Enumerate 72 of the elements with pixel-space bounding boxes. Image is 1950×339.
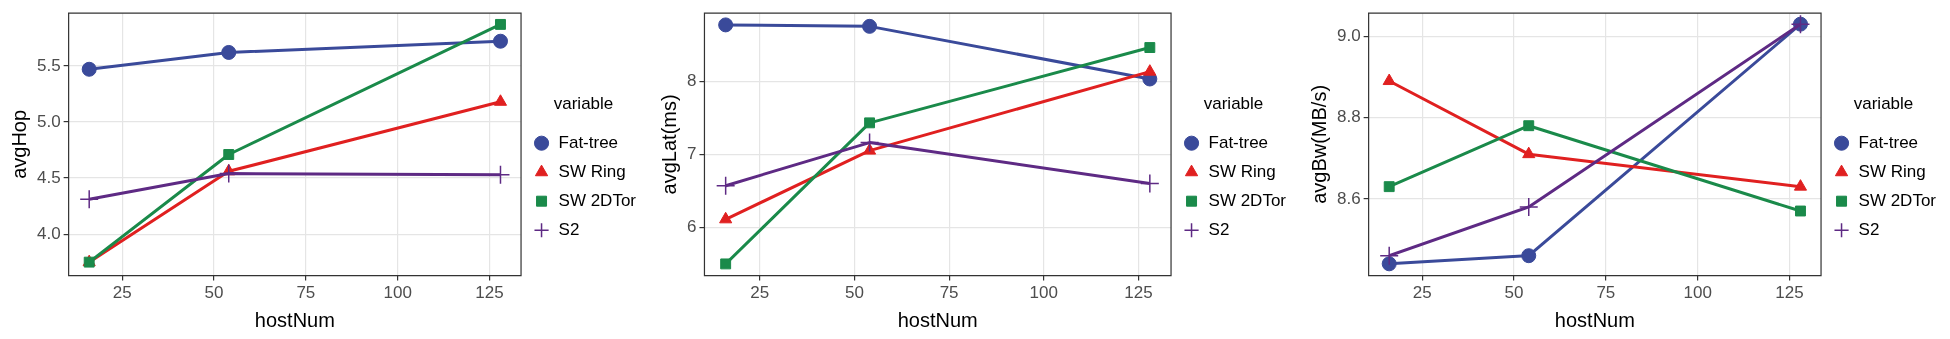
x-axis-title: hostNum — [897, 308, 978, 331]
point — [1521, 248, 1537, 264]
x-tick-label: 100 — [383, 283, 412, 303]
point — [221, 44, 237, 60]
point — [864, 117, 876, 129]
x-tick-label: 100 — [1029, 283, 1058, 303]
y-tick-label: 8.6 — [1336, 188, 1361, 208]
legend-label: SW Ring — [1208, 161, 1276, 181]
point — [492, 33, 508, 49]
y-tick-label: 4.5 — [36, 167, 61, 187]
point — [862, 18, 878, 34]
x-tick-label: 75 — [1596, 283, 1616, 303]
y-tick-label: 4.0 — [36, 223, 61, 243]
legend-label: S2 — [558, 219, 580, 239]
point — [720, 258, 732, 270]
y-tick-label: 6 — [686, 217, 697, 237]
point — [718, 17, 734, 33]
point — [1793, 179, 1808, 191]
point — [715, 175, 736, 196]
point — [1379, 245, 1399, 266]
x-tick-label: 125 — [1775, 283, 1804, 303]
point — [1383, 181, 1395, 193]
y-axis-title: avgLat(ms) — [657, 94, 680, 195]
legend-label: SW Ring — [558, 161, 626, 181]
x-tick-label: 50 — [844, 283, 864, 303]
point — [1382, 73, 1396, 86]
point — [1522, 146, 1536, 159]
x-tick-label: 50 — [1504, 283, 1524, 303]
legend-title: variable — [1203, 94, 1264, 114]
x-tick-label: 125 — [475, 283, 504, 303]
legend-label: S2 — [1208, 219, 1230, 239]
y-tick-label: 9.0 — [1336, 26, 1361, 46]
point — [1144, 42, 1156, 53]
point — [1518, 197, 1539, 217]
legend-title: variable — [553, 94, 614, 114]
legend-label: SW 2DTor — [1208, 190, 1287, 210]
legend-label: S2 — [1858, 219, 1880, 239]
x-tick-label: 100 — [1683, 283, 1712, 303]
point — [223, 149, 235, 160]
x-tick-label: 25 — [112, 283, 132, 303]
x-tick-label: 75 — [296, 283, 316, 303]
y-axis-title: avgHop — [7, 109, 30, 179]
x-tick-label: 25 — [750, 283, 770, 303]
point — [719, 211, 733, 224]
x-axis-title: hostNum — [254, 308, 335, 331]
legend-label: Fat-tree — [1208, 132, 1269, 152]
point — [79, 189, 99, 210]
x-tick-label: 50 — [204, 283, 224, 303]
x-tick-label: 25 — [1412, 283, 1432, 303]
point — [859, 132, 880, 153]
y-tick-label: 8 — [686, 70, 697, 90]
x-tick-label: 125 — [1124, 283, 1153, 303]
y-axis-title: avgBw(MB/s) — [1307, 84, 1330, 204]
legend-label: Fat-tree — [1858, 132, 1919, 152]
point — [1140, 173, 1160, 194]
x-axis-title: hostNum — [1554, 308, 1635, 331]
point — [1143, 64, 1157, 76]
x-tick-label: 75 — [939, 283, 959, 303]
point — [81, 61, 97, 77]
legend-label: SW 2DTor — [558, 190, 637, 210]
y-tick-label: 8.8 — [1336, 107, 1361, 127]
legend-label: SW 2DTor — [1858, 190, 1937, 210]
y-tick-label: 7 — [686, 143, 697, 163]
point — [1523, 120, 1535, 132]
legend-title: variable — [1853, 94, 1914, 114]
legend-label: Fat-tree — [558, 132, 619, 152]
legend-label: SW Ring — [1858, 161, 1926, 181]
point — [493, 94, 508, 106]
y-tick-label: 5.5 — [36, 55, 61, 75]
y-tick-label: 5.0 — [36, 111, 61, 131]
point — [495, 18, 506, 30]
point — [1795, 205, 1806, 217]
